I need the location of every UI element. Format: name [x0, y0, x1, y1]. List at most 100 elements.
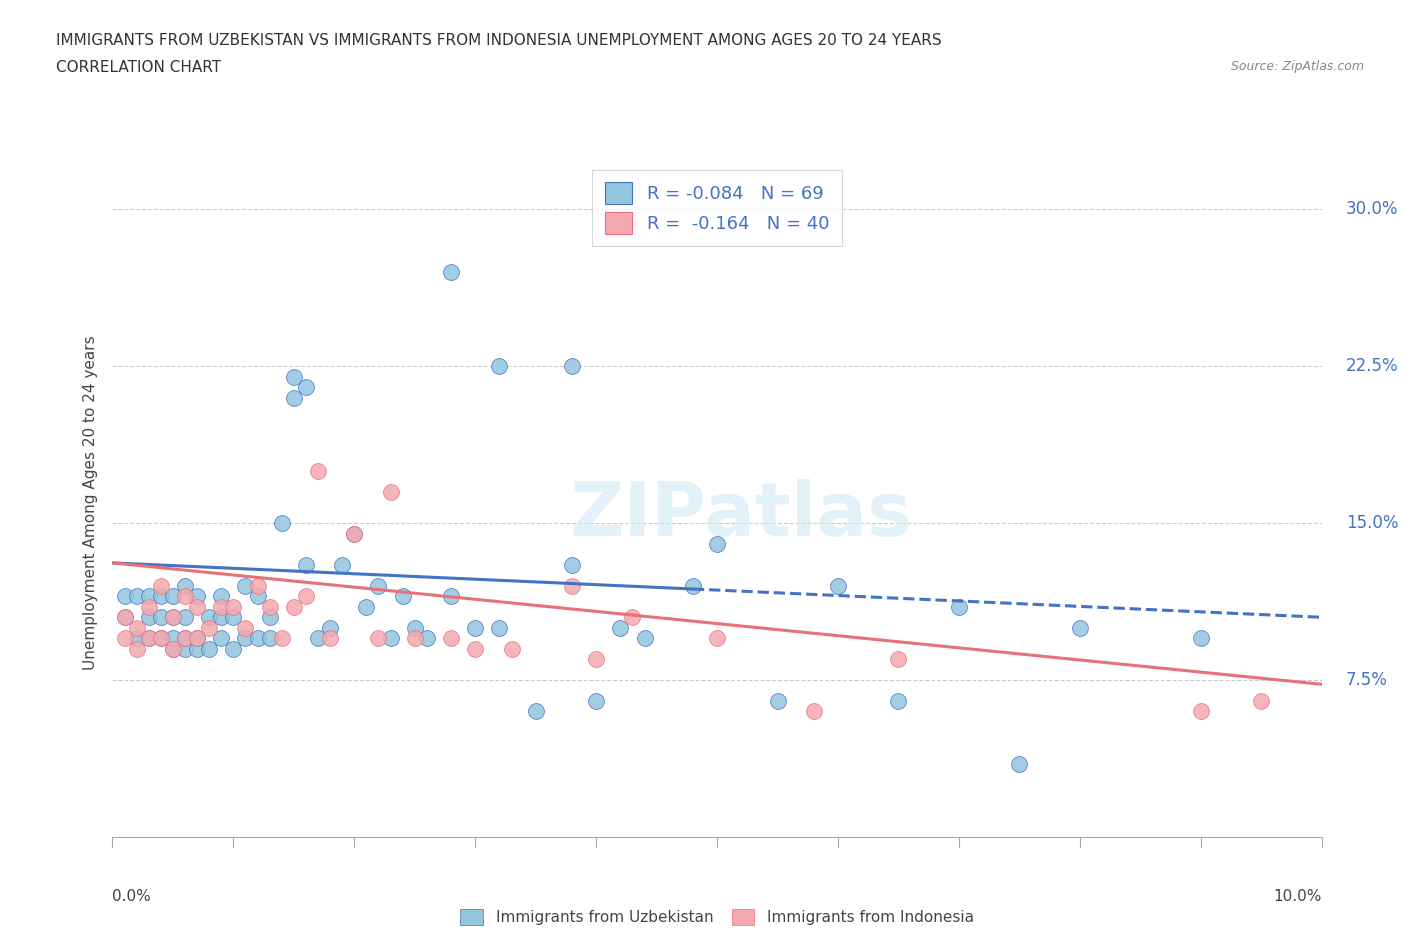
Text: 0.0%: 0.0% [112, 889, 152, 904]
Point [125, 620, 148, 635]
Point [186, 600, 208, 615]
Point [464, 620, 486, 635]
Text: 7.5%: 7.5% [1346, 671, 1388, 689]
Point [380, 485, 402, 499]
Point [186, 631, 208, 645]
Text: CORRELATION CHART: CORRELATION CHART [56, 60, 221, 75]
Point [209, 600, 232, 615]
Point [222, 610, 245, 625]
Point [440, 589, 463, 604]
Point [198, 620, 221, 635]
Point [162, 610, 184, 625]
Point [307, 463, 329, 478]
Point [609, 620, 631, 635]
Text: 15.0%: 15.0% [1346, 514, 1399, 532]
Point [125, 631, 148, 645]
Point [138, 631, 160, 645]
Point [283, 600, 305, 615]
Point [114, 589, 136, 604]
Point [488, 620, 510, 635]
Point [464, 642, 486, 657]
Text: 22.5%: 22.5% [1346, 357, 1399, 375]
Point [330, 558, 353, 573]
Point [319, 620, 342, 635]
Point [319, 631, 342, 645]
Point [246, 578, 269, 593]
Point [162, 642, 184, 657]
Point [162, 631, 184, 645]
Point [198, 610, 221, 625]
Text: 10.0%: 10.0% [1274, 889, 1322, 904]
Point [125, 589, 148, 604]
Point [259, 631, 281, 645]
Point [887, 652, 910, 667]
Point [270, 631, 292, 645]
Point [501, 642, 523, 657]
Point [270, 516, 292, 531]
Point [621, 610, 644, 625]
Point [1250, 694, 1272, 709]
Legend: Immigrants from Uzbekistan, Immigrants from Indonesia: Immigrants from Uzbekistan, Immigrants f… [453, 901, 981, 930]
Point [149, 610, 172, 625]
Point [149, 578, 172, 593]
Point [259, 610, 281, 625]
Point [138, 631, 160, 645]
Point [162, 610, 184, 625]
Point [222, 642, 245, 657]
Point [391, 589, 413, 604]
Point [766, 694, 789, 709]
Point [948, 600, 970, 615]
Point [235, 631, 257, 645]
Point [209, 589, 232, 604]
Point [356, 600, 378, 615]
Point [295, 589, 318, 604]
Text: Unemployment Among Ages 20 to 24 years: Unemployment Among Ages 20 to 24 years [83, 335, 98, 670]
Point [561, 578, 583, 593]
Point [149, 631, 172, 645]
Point [440, 631, 463, 645]
Point [114, 610, 136, 625]
Point [1069, 620, 1091, 635]
Point [343, 526, 366, 541]
Point [803, 704, 825, 719]
Point [404, 631, 426, 645]
Point [283, 369, 305, 384]
Point [186, 642, 208, 657]
Point [209, 631, 232, 645]
Point [488, 359, 510, 374]
Point [138, 610, 160, 625]
Point [367, 631, 389, 645]
Point [633, 631, 655, 645]
Point [561, 359, 583, 374]
Point [1189, 704, 1212, 719]
Point [174, 578, 197, 593]
Point [561, 558, 583, 573]
Point [222, 600, 245, 615]
Point [235, 620, 257, 635]
Point [174, 610, 197, 625]
Point [209, 610, 232, 625]
Point [174, 642, 197, 657]
Point [138, 589, 160, 604]
Point [343, 526, 366, 541]
Point [706, 537, 728, 551]
Point [246, 589, 269, 604]
Point [887, 694, 910, 709]
Point [174, 589, 197, 604]
Point [585, 652, 607, 667]
Point [307, 631, 329, 645]
Point [198, 642, 221, 657]
Point [367, 578, 389, 593]
Point [114, 631, 136, 645]
Point [138, 600, 160, 615]
Point [149, 631, 172, 645]
Point [162, 642, 184, 657]
Point [404, 620, 426, 635]
Point [706, 631, 728, 645]
Point [1008, 756, 1031, 771]
Point [235, 578, 257, 593]
Text: IMMIGRANTS FROM UZBEKISTAN VS IMMIGRANTS FROM INDONESIA UNEMPLOYMENT AMONG AGES : IMMIGRANTS FROM UZBEKISTAN VS IMMIGRANTS… [56, 33, 942, 47]
Point [174, 631, 197, 645]
Point [125, 642, 148, 657]
Point [114, 610, 136, 625]
